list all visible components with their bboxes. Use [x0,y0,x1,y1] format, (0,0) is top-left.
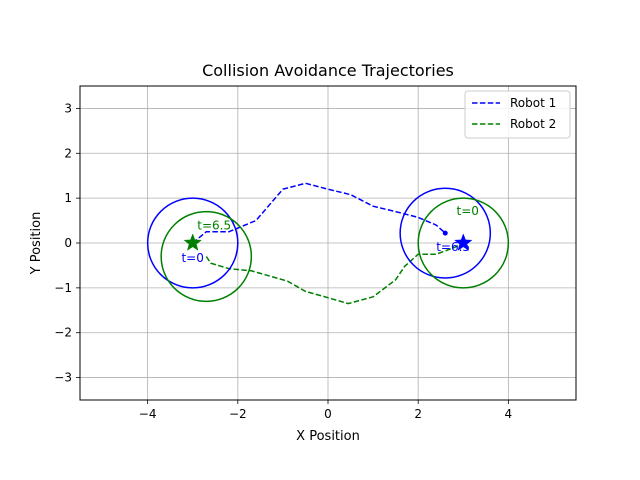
y-tick-label: 0 [64,236,72,250]
x-tick-label: 0 [324,407,332,421]
series-line-robot-1 [192,182,446,244]
y-tick-label: −3 [54,371,72,385]
y-tick-label: 1 [64,191,72,205]
safety-radius-circle [146,197,239,289]
y-tick-label: 2 [64,146,72,160]
time-annotation: t=6.5 [197,219,231,233]
end-position-dot [442,230,448,236]
safety-radius-circle [160,210,253,303]
chart-title: Collision Avoidance Trajectories [202,61,454,80]
time-annotation: t=0 [181,251,203,265]
x-tick-label: 2 [414,407,422,421]
x-tick-label: −4 [139,407,157,421]
x-tick-label: 4 [505,407,513,421]
safety-radius-circle [399,187,492,279]
time-annotation: t=6.5 [436,240,470,254]
series-line-robot-2 [205,242,464,305]
legend: Robot 1 Robot 2 [464,90,571,139]
goal-star-marker [183,233,202,251]
legend-label: Robot 2 [510,117,556,131]
y-tick-label: −1 [54,281,72,295]
x-tick-label: −2 [229,407,247,421]
x-axis-label: X Position [296,429,360,444]
time-annotation: t=0 [457,204,479,218]
safety-radius-circle [417,197,510,289]
axis-ticks: −4 −2 0 2 4 −3 −2 −1 0 1 2 3 [54,101,512,421]
y-tick-label: 3 [64,101,72,115]
goal-star-marker [454,233,473,251]
y-tick-label: −2 [54,326,72,340]
legend-label: Robot 1 [510,96,556,110]
plot-area: t=0 t=6.5 t=0 t=6.5 [146,182,510,305]
y-axis-label: Y Position [29,212,44,276]
